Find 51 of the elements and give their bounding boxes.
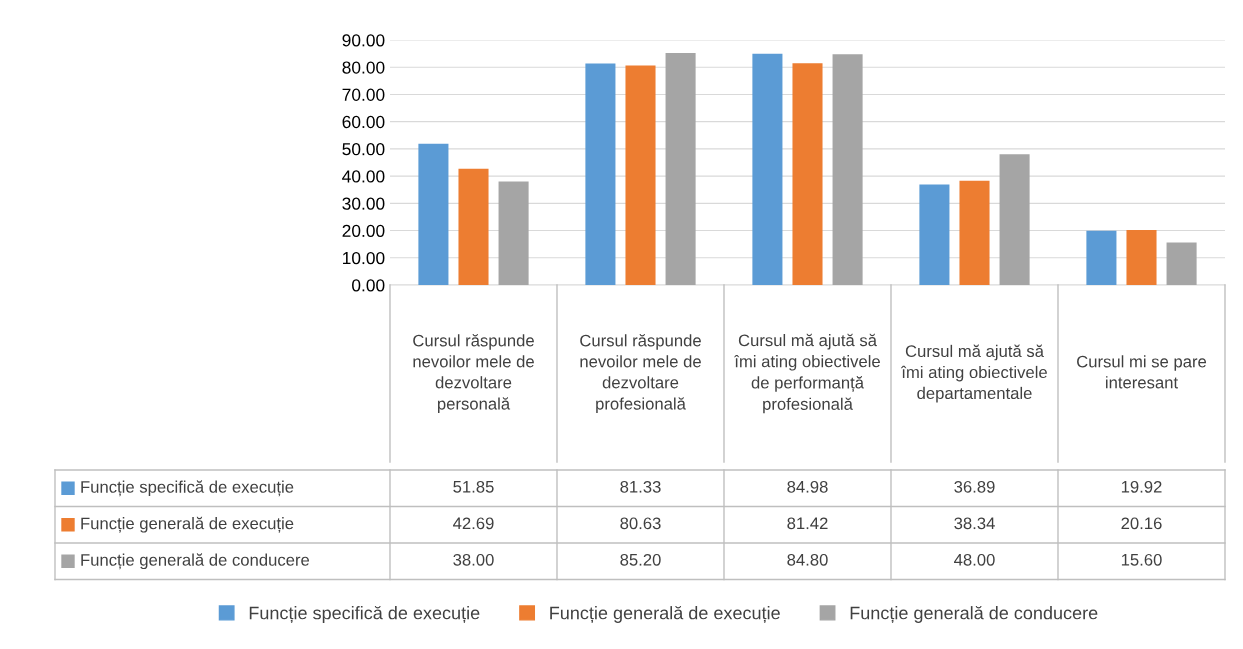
bar — [792, 63, 823, 285]
bar — [959, 180, 990, 285]
x-tick-label: Cursul răspunde nevoilor mele de dezvoltare profesională — [580, 334, 701, 413]
bar — [1166, 242, 1197, 285]
data-label: 85.20 — [620, 553, 661, 566]
text: Funcție generală de conducere — [81, 553, 310, 570]
y-tick-label: 70.00 — [342, 88, 385, 101]
y-tick-label: 20.00 — [342, 224, 385, 238]
data-label: 80.63 — [620, 517, 661, 530]
data-label: 48.00 — [954, 553, 995, 566]
y-tick-label: 10.00 — [343, 251, 385, 265]
bar — [1086, 230, 1117, 285]
y-tick-label: 50.00 — [342, 143, 385, 156]
text: Funcție specifică de execuție — [249, 605, 480, 624]
bar — [585, 63, 616, 285]
legend-label: Funcție specifică de execuție — [81, 480, 294, 497]
y-tick-label: 90.00 — [342, 34, 385, 47]
bar — [1126, 230, 1157, 285]
y-tick-label: 30.00 — [342, 197, 385, 210]
text: Funcție generală de execuție — [550, 605, 780, 624]
bar — [498, 181, 529, 285]
bar — [999, 154, 1030, 285]
y-tick-label: 60.00 — [342, 115, 385, 129]
bar — [418, 143, 449, 285]
legend-label: Funcție generală de conducere — [850, 605, 1098, 624]
data-label: 42.69 — [453, 517, 494, 530]
data-label: 20.16 — [1121, 517, 1162, 530]
x-tick-label: Cursul mă ajută să îmi ating obiectivele de performanță profesională — [733, 333, 880, 414]
data-label: 15.60 — [1121, 553, 1162, 566]
y-tick-label: 0.00 — [352, 279, 385, 292]
y-tick-label: 40.00 — [342, 170, 385, 183]
data-label: 81.33 — [620, 480, 661, 493]
x-tick-label: Cursul mi se pare interesant — [1077, 355, 1207, 389]
data-label: 84.98 — [787, 480, 828, 493]
data-label: 19.92 — [1121, 480, 1162, 493]
bar — [832, 54, 863, 285]
data-label: 81.42 — [787, 517, 828, 530]
data-label: 36.89 — [954, 480, 995, 493]
x-tick-label: Cursul răspunde nevoilor mele de dezvoltare personală — [413, 334, 534, 413]
legend-label: Funcție generală de execuție — [81, 516, 294, 533]
data-label: 38.00 — [453, 553, 494, 566]
bar — [752, 53, 783, 285]
bar — [665, 53, 696, 285]
data-label: 51.85 — [453, 480, 494, 493]
data-label: 38.34 — [954, 517, 995, 530]
x-tick-label: Cursul mă ajută să îmi ating obiectivele departamentale — [900, 344, 1047, 403]
data-label: 84.80 — [787, 553, 828, 566]
y-tick-label: 80.00 — [342, 61, 385, 74]
bar — [919, 184, 950, 285]
bar — [625, 65, 656, 285]
bar — [458, 168, 489, 285]
